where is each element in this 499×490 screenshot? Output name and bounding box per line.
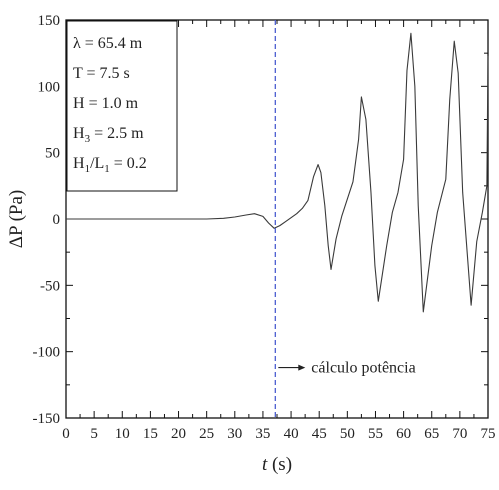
x-tick-label: 40 (284, 426, 299, 442)
power-calc-label: cálculo potência (311, 360, 415, 377)
y-tick-label: 0 (53, 212, 61, 228)
x-tick-label: 25 (199, 426, 214, 442)
y-tick-label: 150 (38, 13, 61, 29)
x-tick-label: 70 (452, 426, 467, 442)
x-tick-label: 60 (396, 426, 411, 442)
marker-layer: cálculo potência (275, 20, 415, 418)
y-tick-label: -150 (33, 411, 61, 427)
y-axis-title: ΔP (Pa) (6, 190, 27, 248)
x-axis-title: t (s) (262, 454, 292, 475)
param-wavelength: λ = 65.4 m (73, 35, 143, 52)
x-tick-label: 30 (227, 426, 242, 442)
x-tick-label: 55 (368, 426, 383, 442)
x-tick-label: 45 (312, 426, 327, 442)
x-tick-label: 35 (255, 426, 270, 442)
y-tick-label: -100 (33, 345, 61, 361)
x-tick-label: 15 (143, 426, 158, 442)
param-period: T = 7.5 s (73, 65, 130, 82)
y-tick-label: -50 (40, 278, 60, 294)
y-tick-label: 100 (38, 79, 61, 95)
param-wave-height: H = 1.0 m (73, 95, 139, 112)
arrow-head-icon (298, 365, 305, 371)
x-tick-label: 65 (424, 426, 439, 442)
y-tick-label: 50 (45, 146, 60, 162)
parameter-box: λ = 65.4 mT = 7.5 sH = 1.0 mH3 = 2.5 mH1… (67, 21, 177, 191)
x-tick-label: 10 (115, 426, 130, 442)
x-tick-label: 0 (62, 426, 70, 442)
x-tick-label: 50 (340, 426, 355, 442)
x-tick-label: 20 (171, 426, 186, 442)
x-tick-label: 75 (481, 426, 496, 442)
x-tick-label: 5 (90, 426, 98, 442)
